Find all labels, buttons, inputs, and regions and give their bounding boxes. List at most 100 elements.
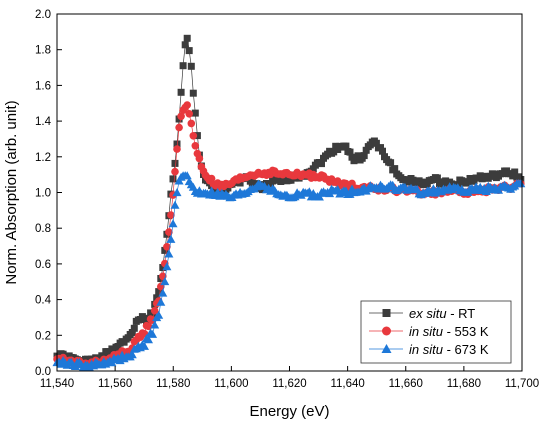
data-point <box>159 264 167 271</box>
y-tick-label: 2.0 <box>35 9 51 21</box>
legend-item-in-situ-553: in situ - 553 K <box>369 324 489 339</box>
data-point <box>148 329 158 338</box>
legend-marker-square <box>382 309 391 317</box>
y-tick-label: 1.0 <box>35 188 51 200</box>
data-point <box>191 142 200 150</box>
data-point <box>516 179 526 188</box>
data-point <box>172 188 182 197</box>
y-tick-label: 0.2 <box>35 330 51 342</box>
data-point <box>415 177 423 185</box>
data-point <box>173 140 181 148</box>
x-tick-label: 11,600 <box>214 378 248 390</box>
x-tick-label: 11,620 <box>272 378 306 390</box>
x-tick-label: 11,560 <box>98 378 132 390</box>
legend-item-ex-situ: ex situ - RT <box>369 306 475 321</box>
x-tick-label: 11,580 <box>156 378 190 390</box>
data-point <box>318 160 325 168</box>
data-point <box>362 146 370 154</box>
data-point <box>191 109 199 117</box>
legend-label-in-situ-673: in situ - 673 K <box>409 342 489 357</box>
legend-label-in-situ-673-rest: - 673 K <box>443 342 489 357</box>
x-tick-label: 11,700 <box>505 378 539 390</box>
y-tick-label: 1.8 <box>35 45 51 57</box>
data-point <box>346 148 354 156</box>
y-axis-title: Norm. Absorption (arb. unit) <box>3 100 20 284</box>
legend-item-in-situ-673: in situ - 673 K <box>369 342 489 357</box>
y-tick-label: 0.4 <box>35 295 52 307</box>
x-axis: 11,540 11,560 11,580 11,600 11,620 11,640 11,6… <box>40 366 539 390</box>
data-point <box>127 350 137 359</box>
y-tick-label: 0.6 <box>35 259 51 271</box>
data-point <box>173 145 181 153</box>
data-point <box>106 350 114 358</box>
data-point <box>360 152 368 160</box>
y-axis: 0.0 0.2 0.4 0.6 0.8 1.0 1.2 1.4 1.6 1.8 2.0 <box>35 9 62 378</box>
data-point <box>193 132 201 140</box>
data-point <box>185 47 193 55</box>
data-point <box>164 249 174 258</box>
data-point <box>144 335 153 344</box>
data-point <box>163 243 171 251</box>
legend-label-in-situ-553: in situ - 553 K <box>409 324 489 339</box>
legend-label-ex-situ: ex situ - RT <box>409 306 475 321</box>
x-tick-label: 11,680 <box>447 378 481 390</box>
y-tick-label: 0.0 <box>35 366 51 378</box>
data-point <box>377 144 384 152</box>
data-point <box>187 62 195 70</box>
data-point <box>342 142 350 150</box>
data-point <box>509 172 517 180</box>
y-tick-label: 0.8 <box>35 223 51 235</box>
data-point <box>107 358 117 367</box>
data-point <box>309 165 317 173</box>
legend-label-ex-situ-italic: ex situ <box>409 306 447 321</box>
data-point <box>179 62 187 70</box>
data-point <box>170 200 180 209</box>
legend-label-ex-situ-rest: - RT <box>447 306 476 321</box>
data-point <box>177 112 185 121</box>
data-point <box>169 175 177 183</box>
data-point <box>155 288 163 296</box>
x-tick-label: 11,640 <box>330 378 364 390</box>
y-tick-label: 1.4 <box>35 116 52 128</box>
data-point <box>128 329 136 336</box>
data-point <box>372 139 380 147</box>
data-point <box>167 211 175 219</box>
data-point <box>150 306 159 315</box>
data-point <box>183 34 191 42</box>
legend: ex situ - RT in situ - 553 K in situ - 6… <box>360 300 512 364</box>
data-point <box>181 41 189 49</box>
data-point <box>156 297 166 306</box>
data-point <box>185 110 193 118</box>
data-point <box>162 262 172 271</box>
data-point <box>391 165 399 173</box>
legend-marker-circle <box>382 326 391 336</box>
data-point <box>330 148 338 156</box>
data-point <box>161 246 169 254</box>
data-point <box>171 167 179 176</box>
data-point <box>182 171 192 180</box>
data-point <box>187 119 196 128</box>
data-point <box>325 189 335 198</box>
data-point <box>433 174 441 182</box>
data-point <box>354 152 362 160</box>
data-point <box>490 170 498 178</box>
data-point <box>140 341 149 350</box>
series-in_situ_673 <box>52 171 526 372</box>
legend-label-in-situ-673-italic: in situ <box>409 342 443 357</box>
legend-marker-triangle <box>381 344 392 353</box>
data-point <box>314 192 324 201</box>
data-point <box>195 154 204 163</box>
legend-label-in-situ-553-rest: - 553 K <box>443 324 489 339</box>
data-point <box>387 159 395 167</box>
data-point <box>175 123 183 132</box>
y-tick-label: 1.2 <box>35 152 51 164</box>
data-point <box>177 88 185 96</box>
data-point <box>287 176 295 184</box>
data-point <box>165 228 173 236</box>
x-axis-title: Energy (eV) <box>249 403 329 420</box>
data-point <box>160 277 170 286</box>
data-point <box>166 234 176 243</box>
data-point <box>158 288 168 297</box>
data-point <box>511 168 519 176</box>
